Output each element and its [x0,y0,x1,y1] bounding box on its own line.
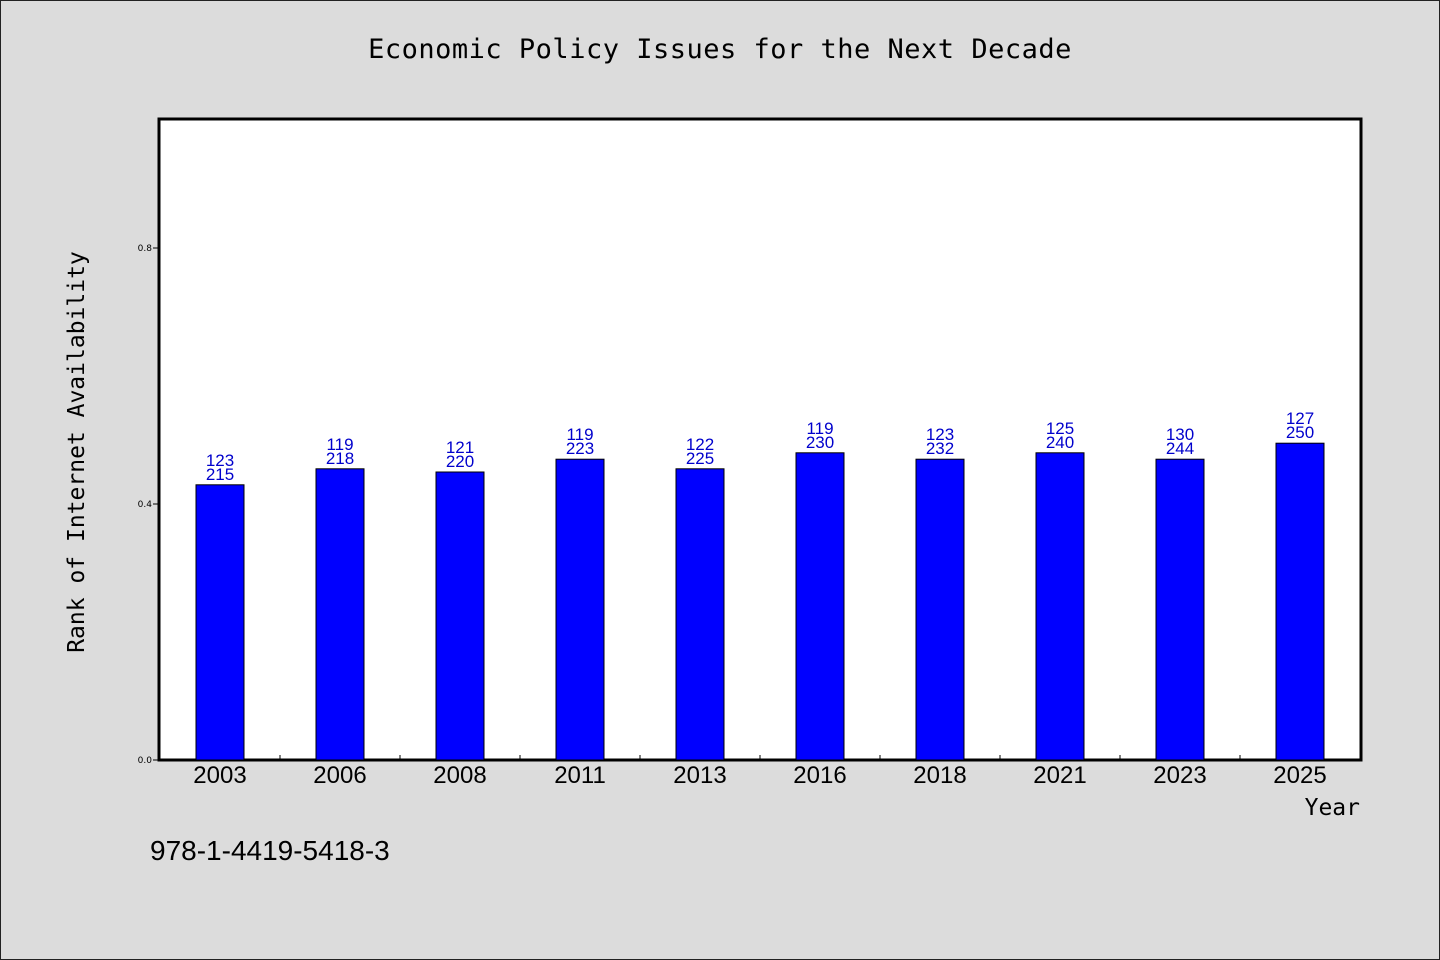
bar-2006 [315,468,365,761]
bar-2016 [795,452,845,761]
bar-2013 [675,468,725,761]
y-tick-label: 0.0 [138,756,153,766]
data-label-top: 119 [566,425,593,444]
isbn-text: 978-1-4419-5418-3 [150,835,390,866]
x-tick-label: 2006 [313,762,366,789]
data-label-bottom: 240 [1046,433,1074,452]
bar-2018 [915,458,965,761]
bar-2023 [1155,458,1205,761]
data-label-bottom: 232 [926,439,954,458]
x-tick-label: 2016 [793,762,846,789]
x-tick-label: 2013 [673,762,726,789]
data-label-bottom: 220 [446,452,474,471]
data-label-bottom: 230 [806,433,834,452]
data-label-top: 125 [1046,419,1074,438]
bar-2008 [435,471,485,761]
y-tick-label: 0.8 [138,244,153,254]
y-axis: 0.0 0.4 0.8 [138,244,160,766]
data-label-top: 119 [326,435,353,454]
data-label-top: 121 [446,438,474,457]
x-tick-label: 2023 [1153,762,1206,789]
bar-2003 [195,484,245,761]
x-tick-label: 2003 [193,762,246,789]
data-label-bottom: 223 [566,439,594,458]
x-tick-label: 2021 [1033,762,1086,789]
data-label-bottom: 218 [326,449,354,468]
x-tick-label: 2025 [1273,762,1326,789]
x-tick-label: 2011 [554,762,606,789]
bars [195,442,1325,761]
x-axis: 2003 2006 2008 2011 2013 2016 2018 2021 2023 2025 [193,755,1327,789]
x-axis-label: Year [1304,795,1360,821]
bar-2021 [1035,452,1085,761]
data-label-bottom: 250 [1286,423,1314,442]
data-label-top: 122 [686,435,714,454]
data-label-top: 123 [926,425,954,444]
data-label-bottom: 244 [1166,439,1194,458]
bar-2011 [555,458,605,761]
data-label-top: 130 [1166,425,1194,444]
y-tick-label: 0.4 [138,500,153,510]
data-label-top: 123 [206,451,234,470]
x-tick-label: 2018 [913,762,966,789]
data-label-bottom: 225 [686,449,714,468]
x-tick-label: 2008 [433,762,486,789]
data-label-top: 119 [806,419,833,438]
chart-title: Economic Policy Issues for the Next Deca… [368,34,1072,65]
bar-2025 [1275,442,1325,761]
y-axis-label: Rank of Internet Availability [64,251,90,653]
data-label-top: 127 [1286,409,1314,428]
data-label-bottom: 215 [206,465,234,484]
